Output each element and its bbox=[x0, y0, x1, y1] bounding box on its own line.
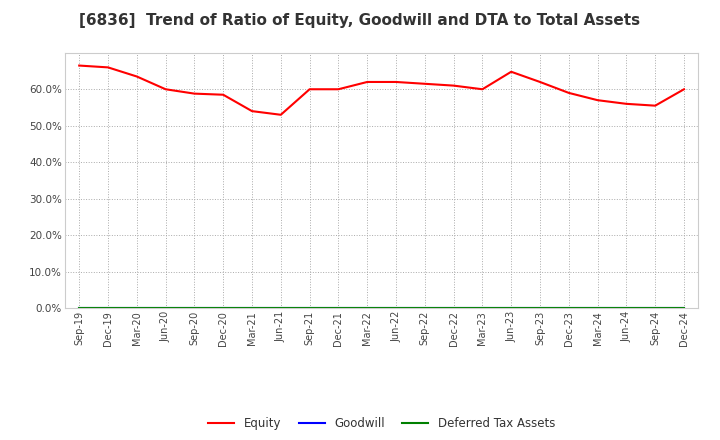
Goodwill bbox=[478, 305, 487, 311]
Deferred Tax Assets bbox=[334, 305, 343, 311]
Equity bbox=[392, 79, 400, 84]
Deferred Tax Assets bbox=[132, 305, 141, 311]
Equity bbox=[478, 87, 487, 92]
Goodwill bbox=[420, 305, 429, 311]
Equity bbox=[276, 112, 285, 117]
Goodwill bbox=[392, 305, 400, 311]
Equity bbox=[248, 109, 256, 114]
Deferred Tax Assets bbox=[651, 305, 660, 311]
Equity bbox=[507, 69, 516, 74]
Equity bbox=[75, 63, 84, 68]
Equity bbox=[564, 90, 573, 95]
Equity bbox=[651, 103, 660, 108]
Goodwill bbox=[536, 305, 544, 311]
Goodwill bbox=[104, 305, 112, 311]
Deferred Tax Assets bbox=[392, 305, 400, 311]
Equity bbox=[219, 92, 228, 97]
Goodwill bbox=[449, 305, 458, 311]
Goodwill bbox=[305, 305, 314, 311]
Deferred Tax Assets bbox=[449, 305, 458, 311]
Goodwill bbox=[75, 305, 84, 311]
Deferred Tax Assets bbox=[622, 305, 631, 311]
Equity bbox=[161, 87, 170, 92]
Equity bbox=[132, 74, 141, 79]
Goodwill bbox=[507, 305, 516, 311]
Goodwill bbox=[276, 305, 285, 311]
Goodwill bbox=[248, 305, 256, 311]
Deferred Tax Assets bbox=[680, 305, 688, 311]
Equity bbox=[536, 79, 544, 84]
Deferred Tax Assets bbox=[190, 305, 199, 311]
Equity bbox=[104, 65, 112, 70]
Goodwill bbox=[334, 305, 343, 311]
Goodwill bbox=[219, 305, 228, 311]
Deferred Tax Assets bbox=[478, 305, 487, 311]
Deferred Tax Assets bbox=[161, 305, 170, 311]
Goodwill bbox=[190, 305, 199, 311]
Deferred Tax Assets bbox=[248, 305, 256, 311]
Goodwill bbox=[363, 305, 372, 311]
Deferred Tax Assets bbox=[593, 305, 602, 311]
Deferred Tax Assets bbox=[507, 305, 516, 311]
Deferred Tax Assets bbox=[75, 305, 84, 311]
Equity bbox=[190, 91, 199, 96]
Equity bbox=[420, 81, 429, 86]
Deferred Tax Assets bbox=[305, 305, 314, 311]
Legend: Equity, Goodwill, Deferred Tax Assets: Equity, Goodwill, Deferred Tax Assets bbox=[203, 412, 560, 435]
Goodwill bbox=[132, 305, 141, 311]
Deferred Tax Assets bbox=[219, 305, 228, 311]
Equity bbox=[680, 87, 688, 92]
Goodwill bbox=[651, 305, 660, 311]
Text: [6836]  Trend of Ratio of Equity, Goodwill and DTA to Total Assets: [6836] Trend of Ratio of Equity, Goodwil… bbox=[79, 13, 641, 28]
Deferred Tax Assets bbox=[104, 305, 112, 311]
Goodwill bbox=[680, 305, 688, 311]
Equity bbox=[449, 83, 458, 88]
Deferred Tax Assets bbox=[363, 305, 372, 311]
Deferred Tax Assets bbox=[420, 305, 429, 311]
Equity bbox=[593, 98, 602, 103]
Goodwill bbox=[161, 305, 170, 311]
Equity bbox=[305, 87, 314, 92]
Goodwill bbox=[564, 305, 573, 311]
Equity bbox=[334, 87, 343, 92]
Goodwill bbox=[622, 305, 631, 311]
Deferred Tax Assets bbox=[276, 305, 285, 311]
Equity bbox=[622, 101, 631, 106]
Goodwill bbox=[593, 305, 602, 311]
Equity bbox=[363, 79, 372, 84]
Deferred Tax Assets bbox=[564, 305, 573, 311]
Line: Equity: Equity bbox=[79, 66, 684, 115]
Deferred Tax Assets bbox=[536, 305, 544, 311]
